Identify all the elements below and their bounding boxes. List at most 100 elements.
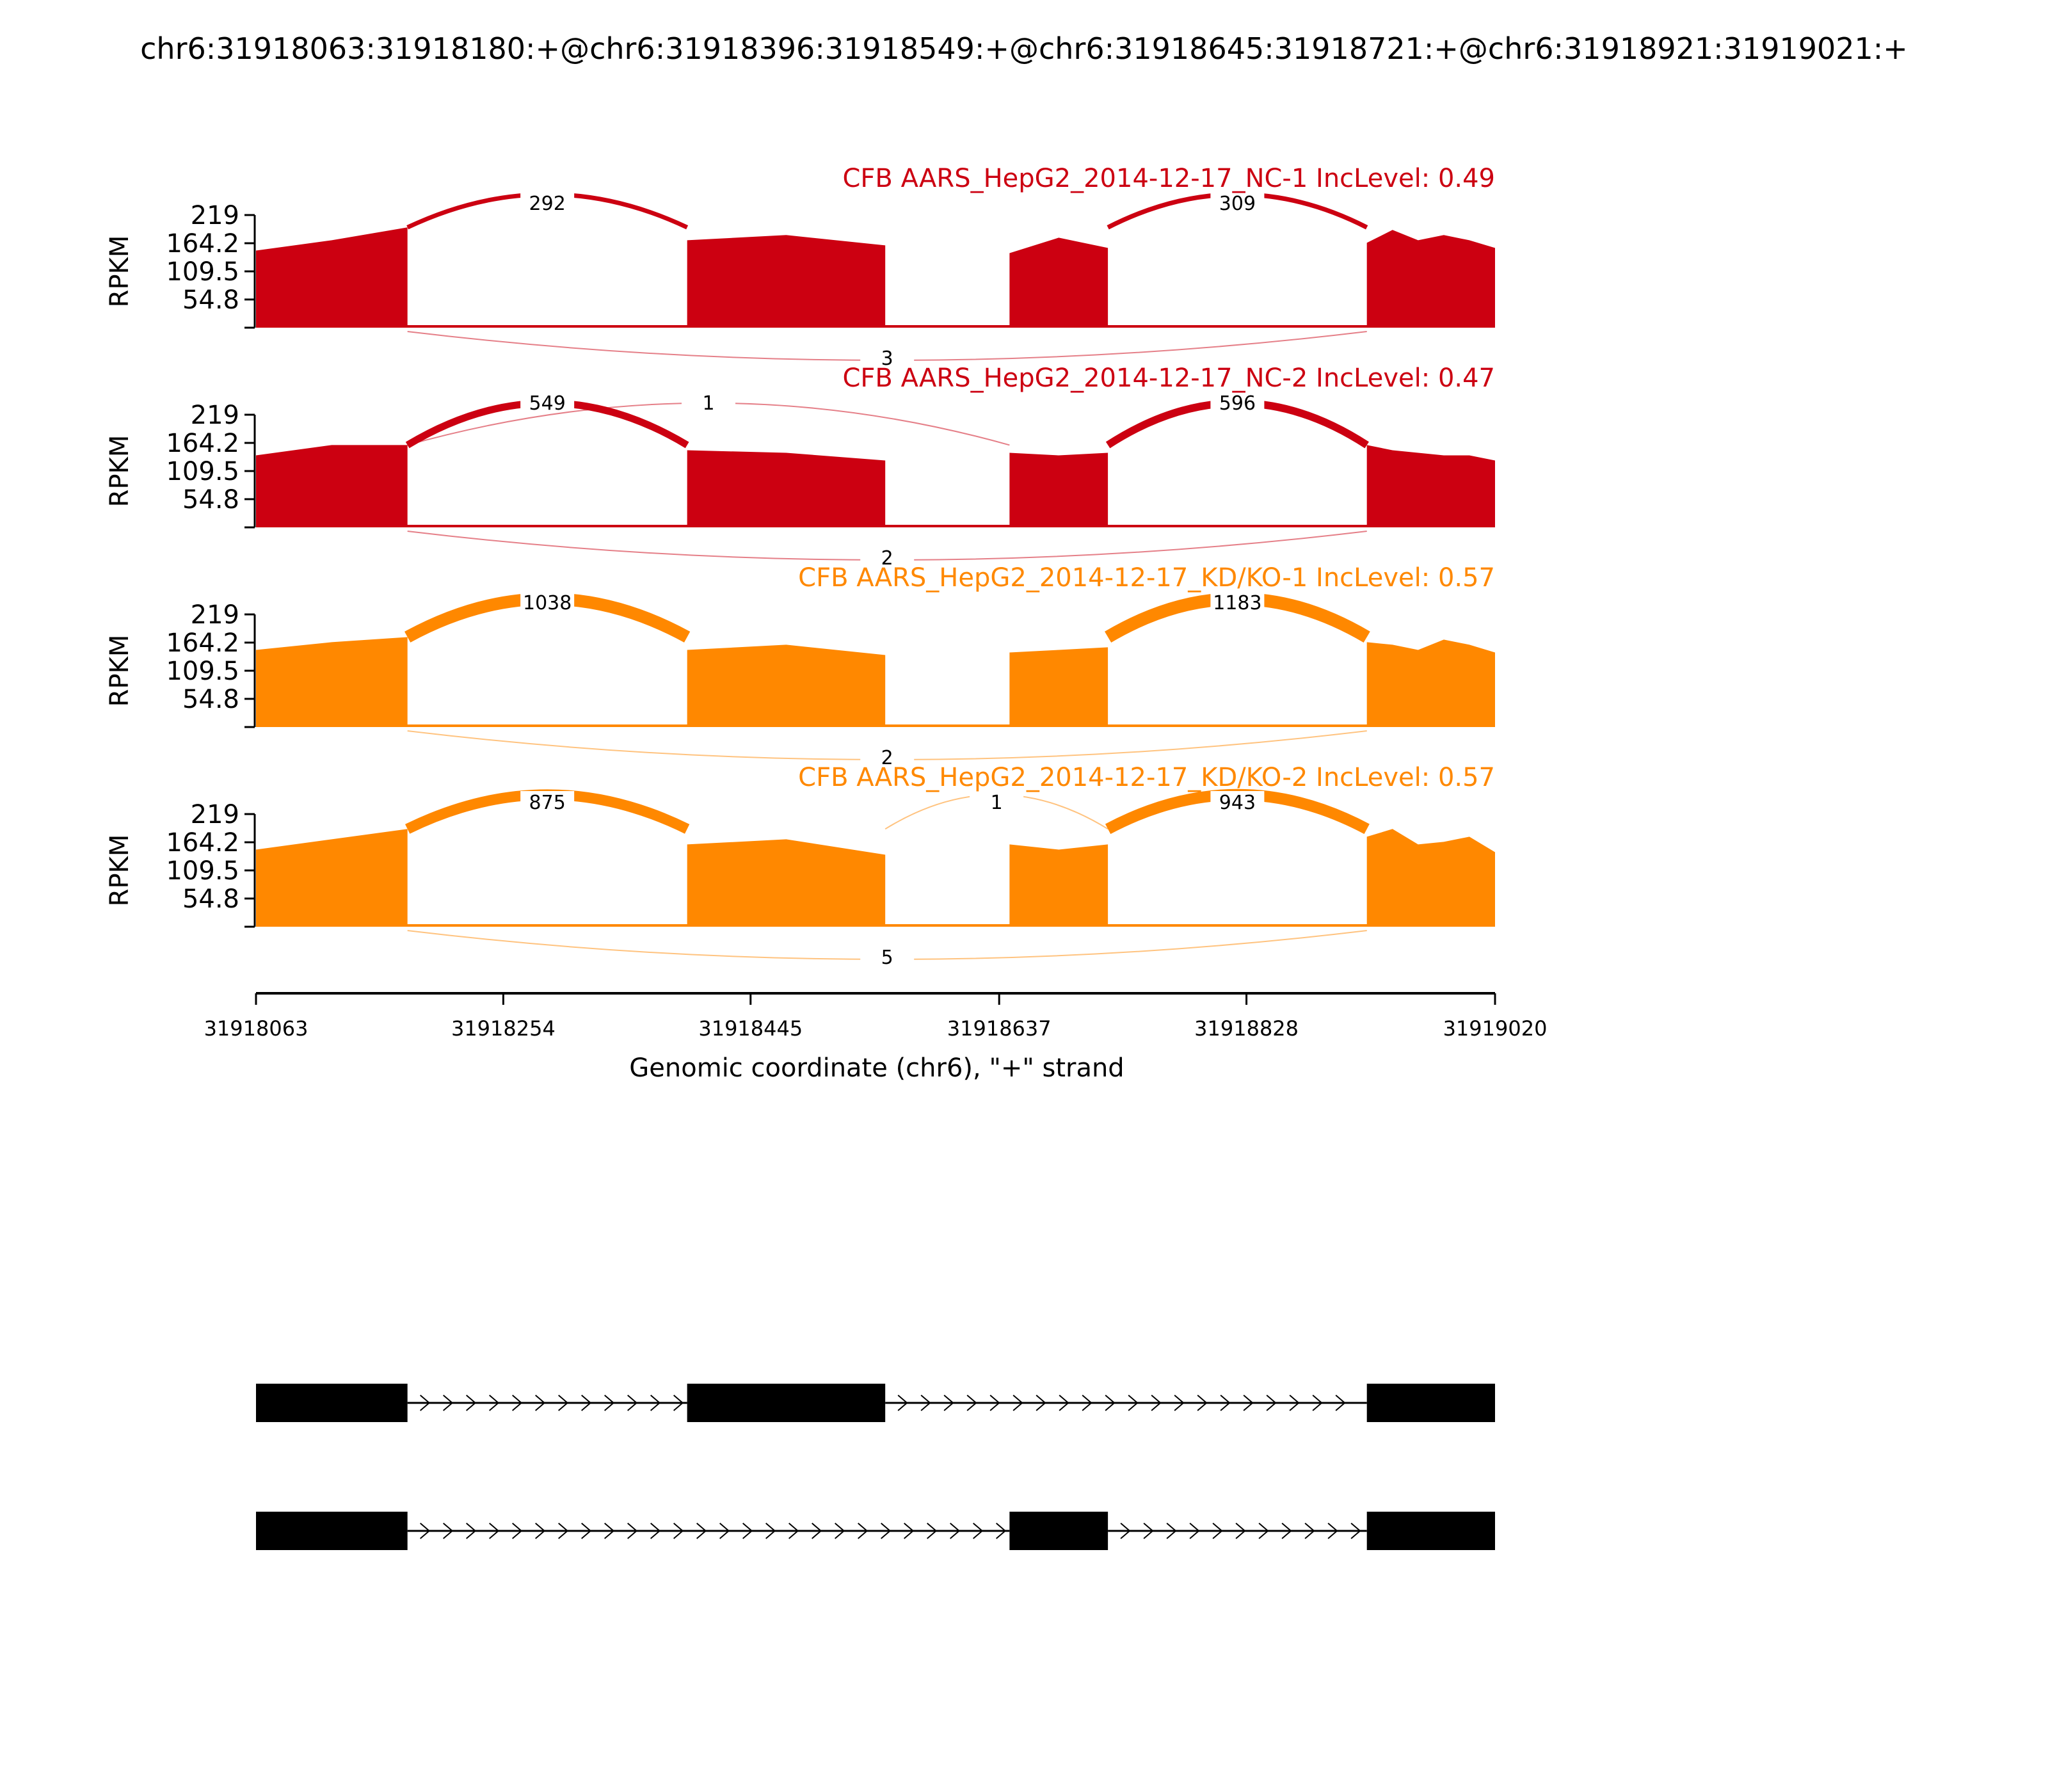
junction-count: 943 <box>1219 792 1256 814</box>
sample-title: CFB AARS_HepG2_2014-12-17_KD/KO-2 IncLev… <box>798 763 1495 792</box>
strand-arrow <box>1235 1523 1246 1539</box>
junction-label-bg <box>1210 192 1265 215</box>
sample-title: CFB AARS_HepG2_2014-12-17_KD/KO-1 IncLev… <box>798 563 1495 593</box>
strand-arrow <box>897 1395 908 1411</box>
y-tick-label: 164.2 <box>166 429 239 458</box>
sample-title: CFB AARS_HepG2_2014-12-17_NC-1 IncLevel:… <box>842 164 1495 193</box>
strand-arrow <box>788 1523 799 1539</box>
junction-count: 5 <box>881 947 893 969</box>
y-axis-label: RPKM <box>105 435 134 508</box>
strand-arrow <box>535 1395 546 1411</box>
strand-arrow <box>996 1523 1007 1539</box>
plot-title: chr6:31918063:31918180:+@chr6:31918396:3… <box>140 31 1908 66</box>
strand-arrow <box>604 1395 615 1411</box>
coverage-area <box>256 227 1495 328</box>
y-tick-label: 54.8 <box>182 485 239 515</box>
x-tick-label: 31918637 <box>947 1016 1052 1041</box>
exon-block <box>1366 1384 1495 1422</box>
strand-arrow <box>1143 1523 1154 1539</box>
strand-arrow <box>881 1523 892 1539</box>
y-tick-label: 54.8 <box>182 685 239 714</box>
junction-count: 1 <box>702 392 714 415</box>
junction-count: 1 <box>991 792 1003 814</box>
strand-arrow <box>765 1523 776 1539</box>
y-tick-label: 109.5 <box>166 457 239 486</box>
junction-label-bg <box>860 547 915 570</box>
strand-arrow <box>581 1395 592 1411</box>
strand-arrow <box>1281 1523 1292 1539</box>
strand-arrow <box>1059 1395 1069 1411</box>
junction-label-bg <box>860 746 915 769</box>
strand-arrow <box>1258 1523 1269 1539</box>
y-tick-label: 219 <box>191 600 239 630</box>
isoform <box>256 1512 1495 1550</box>
y-axis-label: RPKM <box>105 236 134 308</box>
junction-label-bg <box>520 591 575 614</box>
coverage-area <box>256 445 1495 527</box>
x-axis-label: Genomic coordinate (chr6), "+" strand <box>629 1053 1124 1083</box>
isoform <box>256 1384 1495 1422</box>
y-tick-label: 164.2 <box>166 628 239 658</box>
strand-arrow <box>1120 1523 1131 1539</box>
strand-arrow <box>835 1523 845 1539</box>
strand-arrow <box>650 1395 661 1411</box>
strand-arrow <box>604 1523 615 1539</box>
strand-arrow <box>1266 1395 1277 1411</box>
strand-arrow <box>650 1523 661 1539</box>
junction-count: 2 <box>881 747 893 769</box>
strand-arrow <box>1243 1395 1254 1411</box>
strand-arrow <box>1312 1395 1323 1411</box>
strand-arrow <box>904 1523 915 1539</box>
strand-arrow <box>812 1523 822 1539</box>
strand-arrow <box>1304 1523 1315 1539</box>
strand-arrow <box>673 1395 684 1411</box>
coverage-area <box>256 829 1495 927</box>
junction-count: 292 <box>529 193 566 215</box>
exon-block <box>256 1512 408 1550</box>
strand-arrow <box>1036 1395 1046 1411</box>
junction-label-bg <box>520 192 575 215</box>
y-axis-label: RPKM <box>105 835 134 907</box>
junction-count: 3 <box>881 348 893 370</box>
junction-label-bg <box>520 392 575 415</box>
junction-label-bg <box>682 392 736 415</box>
y-tick-label: 109.5 <box>166 257 239 287</box>
strand-arrow <box>1189 1523 1200 1539</box>
strand-arrow <box>489 1395 500 1411</box>
y-axis-label: RPKM <box>105 635 134 707</box>
strand-arrow <box>943 1395 954 1411</box>
strand-arrow <box>973 1523 984 1539</box>
strand-arrow <box>512 1395 523 1411</box>
strand-arrow <box>558 1523 569 1539</box>
y-tick-label: 219 <box>191 800 239 829</box>
strand-arrow <box>1082 1395 1092 1411</box>
x-tick-label: 31918445 <box>698 1016 803 1041</box>
y-tick-label: 164.2 <box>166 229 239 259</box>
junction-count: 875 <box>529 792 566 814</box>
strand-arrow <box>950 1523 961 1539</box>
strand-arrow <box>1012 1395 1023 1411</box>
y-tick-label: 219 <box>191 401 239 430</box>
junction-label-bg <box>860 946 915 969</box>
y-tick-label: 54.8 <box>182 285 239 315</box>
exon-block <box>256 1384 408 1422</box>
y-tick-label: 109.5 <box>166 856 239 886</box>
x-tick-label: 31919020 <box>1443 1016 1548 1041</box>
x-tick-label: 31918254 <box>451 1016 556 1041</box>
strand-arrow <box>673 1523 684 1539</box>
strand-arrow <box>719 1523 730 1539</box>
junction-count: 2 <box>881 547 893 570</box>
strand-arrow <box>927 1523 938 1539</box>
x-tick-label: 31918063 <box>204 1016 308 1041</box>
strand-arrow <box>742 1523 753 1539</box>
strand-arrow <box>535 1523 546 1539</box>
strand-arrow <box>466 1523 477 1539</box>
strand-arrow <box>466 1395 477 1411</box>
x-tick-label: 31918828 <box>1194 1016 1299 1041</box>
x-axis: 31918063 31918254 31918445 31918637 31918828… <box>204 992 1548 1041</box>
strand-arrow <box>512 1523 523 1539</box>
strand-arrow <box>443 1395 454 1411</box>
